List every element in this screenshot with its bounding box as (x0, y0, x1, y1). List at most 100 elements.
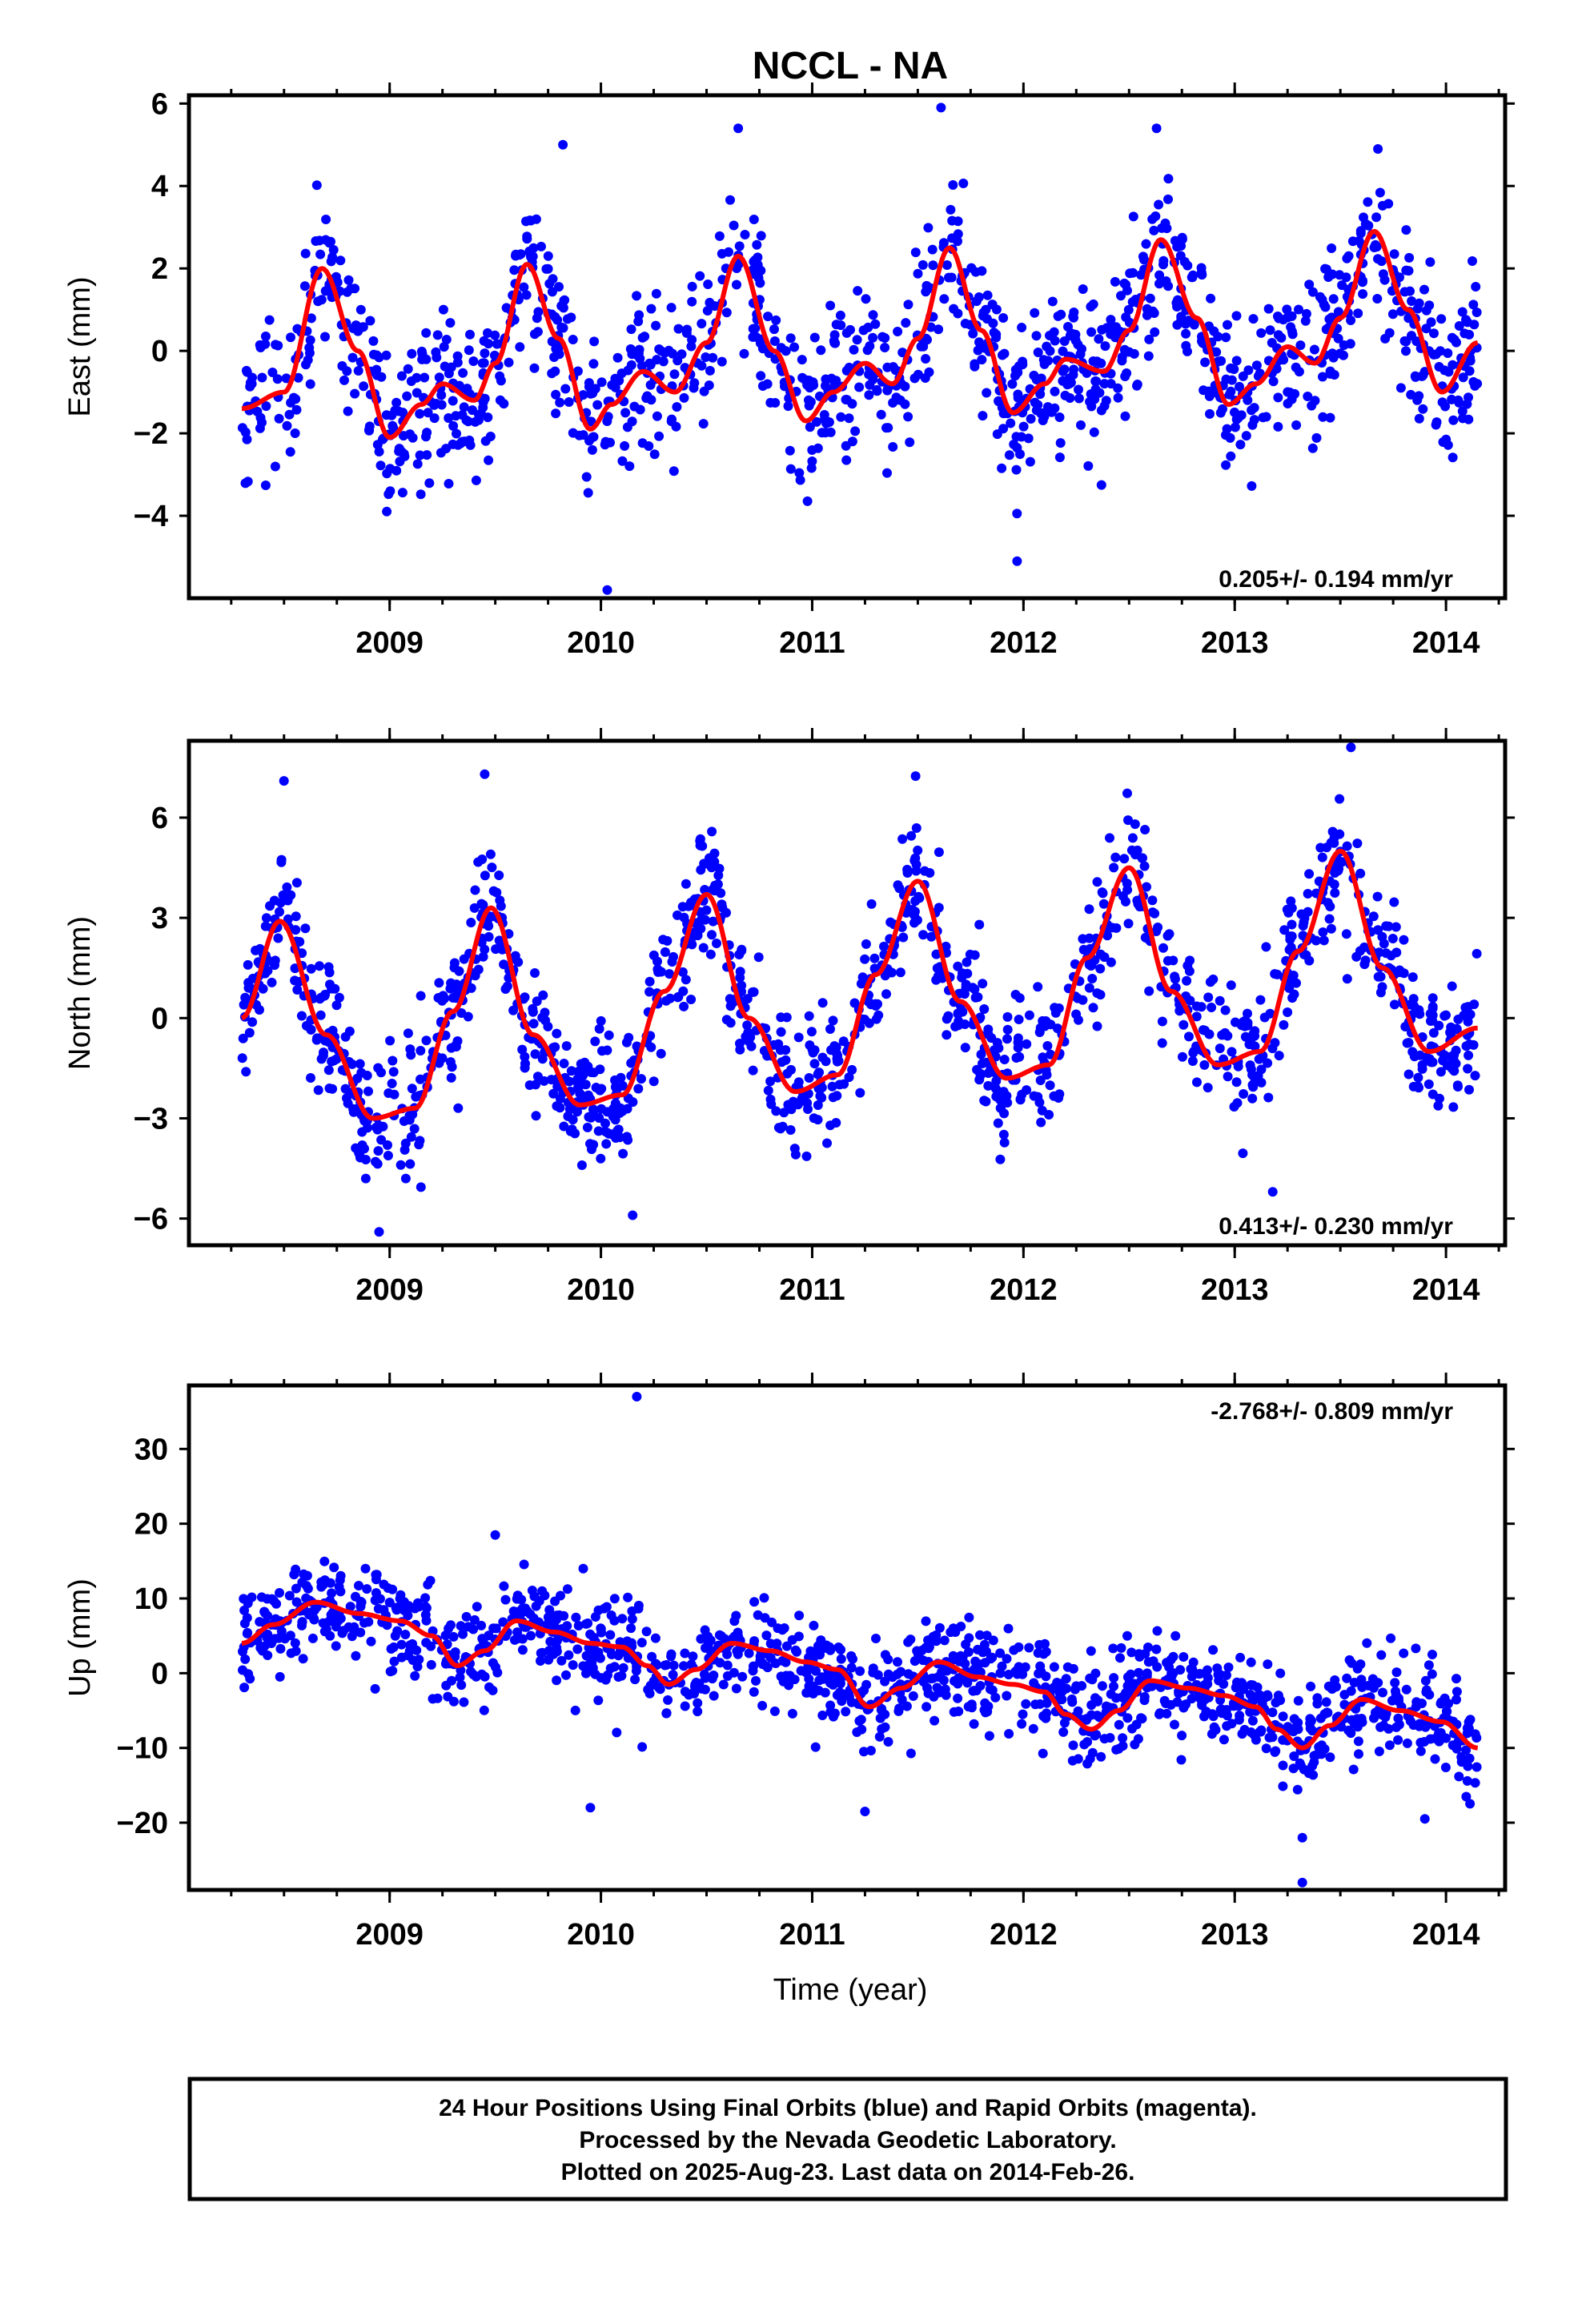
east-data-point (649, 449, 660, 460)
north-data-point (965, 949, 975, 959)
east-data-point (1132, 380, 1142, 389)
east-data-point (1011, 464, 1022, 475)
up-data-point (954, 1707, 964, 1716)
up-data-point (291, 1597, 302, 1607)
north-data-point (942, 1030, 952, 1040)
north-data-point (487, 862, 497, 873)
up-data-point (347, 1631, 357, 1642)
east-data-point (1106, 315, 1116, 325)
east-data-point (1123, 304, 1134, 315)
north-data-point (354, 1148, 364, 1158)
east-data-point (1329, 370, 1339, 380)
north-outlier-point (1267, 1187, 1278, 1197)
east-data-point (610, 382, 620, 392)
up-data-point (1126, 1647, 1137, 1658)
north-data-point (315, 1010, 326, 1020)
east-data-point (1358, 289, 1368, 300)
east-data-point (1110, 276, 1120, 287)
north-data-point (1092, 877, 1102, 887)
east-data-point (1403, 266, 1414, 276)
up-data-point (512, 1594, 522, 1604)
east-data-point (695, 271, 705, 281)
east-data-point (343, 406, 353, 416)
east-data-point (415, 408, 425, 419)
east-data-point (999, 348, 1010, 359)
east-outlier-point (602, 585, 612, 595)
up-data-point (325, 1578, 335, 1588)
east-data-point (415, 450, 425, 460)
east-data-point (1226, 451, 1236, 461)
north-data-point (1150, 908, 1160, 919)
east-data-point (752, 239, 762, 250)
north-data-point (362, 1071, 372, 1080)
east-data-point (893, 327, 903, 336)
north-data-point (376, 1068, 386, 1078)
up-data-point (347, 1623, 358, 1633)
east-data-point (1431, 417, 1442, 428)
east-data-point (870, 319, 881, 329)
north-data-point (296, 1011, 307, 1021)
up-data-point (243, 1669, 254, 1679)
up-data-point (527, 1586, 537, 1595)
east-data-point (626, 324, 636, 335)
north-data-point (1448, 1102, 1459, 1112)
east-data-point (946, 204, 956, 215)
up-data-point (612, 1727, 622, 1738)
north-data-point (1138, 853, 1147, 863)
north-data-point (454, 966, 464, 976)
up-data-point (1323, 1681, 1334, 1691)
up-data-point (1307, 1726, 1318, 1736)
up-data-point (693, 1698, 703, 1708)
up-data-point (767, 1617, 777, 1627)
north-data-point (1014, 1051, 1025, 1062)
up-data-point (761, 1630, 772, 1641)
up-outlier-point (632, 1392, 642, 1401)
up-data-point (1339, 1690, 1350, 1700)
east-data-point (652, 355, 662, 365)
east-data-point (532, 327, 543, 337)
east-data-point (1243, 365, 1254, 376)
north-data-point (932, 963, 942, 973)
east-data-point (1213, 332, 1223, 342)
east-data-point (1371, 239, 1380, 250)
up-data-point (1049, 1683, 1059, 1692)
north-data-point (681, 975, 691, 985)
east-data-point (924, 367, 934, 377)
east-data-point (1377, 200, 1387, 211)
up-data-point (908, 1691, 918, 1701)
north-data-point (552, 1101, 562, 1112)
up-data-point (593, 1695, 604, 1706)
north-data-point (829, 1041, 840, 1051)
north-data-point (860, 954, 870, 964)
up-data-point (1472, 1762, 1482, 1772)
east-data-point (423, 408, 433, 418)
north-data-point (283, 914, 293, 924)
north-data-point (552, 1081, 563, 1092)
north-data-point (238, 1033, 248, 1043)
east-data-point (1373, 144, 1383, 154)
north-data-point (786, 1064, 796, 1075)
up-data-point (585, 1649, 596, 1659)
east-data-point (453, 440, 464, 450)
east-data-point (1236, 410, 1247, 420)
east-data-point (385, 486, 396, 497)
north-data-point (894, 883, 905, 894)
east-data-point (1301, 308, 1311, 319)
east-data-point (679, 392, 689, 403)
up-data-point (1143, 1657, 1154, 1667)
east-data-point (301, 360, 311, 370)
east-data-point (485, 432, 496, 441)
up-data-point (291, 1564, 301, 1574)
up-data-point (836, 1654, 846, 1664)
north-data-point (495, 895, 505, 906)
up-data-point (680, 1648, 690, 1659)
east-data-point (293, 372, 303, 383)
north-data-point (1046, 1019, 1056, 1030)
up-data-point (1390, 1678, 1400, 1688)
up-data-point (1415, 1738, 1426, 1747)
up-data-point (599, 1603, 609, 1614)
east-data-point (353, 366, 363, 376)
up-data-point (408, 1638, 418, 1649)
north-data-point (1226, 980, 1236, 991)
up-data-point (938, 1675, 949, 1686)
